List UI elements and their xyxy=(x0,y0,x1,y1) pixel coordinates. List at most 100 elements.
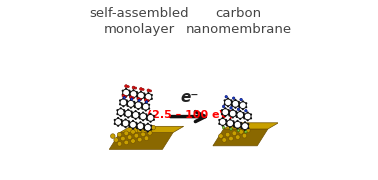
Circle shape xyxy=(247,127,249,129)
Circle shape xyxy=(240,122,242,124)
Circle shape xyxy=(140,98,142,100)
Circle shape xyxy=(123,96,125,99)
Polygon shape xyxy=(122,119,129,127)
Polygon shape xyxy=(222,108,229,116)
Circle shape xyxy=(143,127,145,129)
Circle shape xyxy=(139,113,141,116)
Circle shape xyxy=(243,116,245,118)
Polygon shape xyxy=(118,108,124,116)
Circle shape xyxy=(130,99,132,101)
Circle shape xyxy=(250,117,252,119)
Circle shape xyxy=(229,136,233,141)
Circle shape xyxy=(136,96,139,98)
Circle shape xyxy=(243,117,245,119)
Circle shape xyxy=(129,96,132,99)
Circle shape xyxy=(134,133,139,138)
Circle shape xyxy=(145,109,147,112)
Text: e⁻: e⁻ xyxy=(181,90,199,105)
Polygon shape xyxy=(130,121,136,129)
Circle shape xyxy=(129,126,131,128)
Circle shape xyxy=(222,125,224,127)
Circle shape xyxy=(146,117,147,119)
Polygon shape xyxy=(143,103,149,111)
Circle shape xyxy=(239,106,240,108)
Circle shape xyxy=(230,103,232,105)
Circle shape xyxy=(132,128,134,130)
Circle shape xyxy=(238,105,240,107)
Circle shape xyxy=(121,123,122,125)
Polygon shape xyxy=(240,101,246,109)
Circle shape xyxy=(140,91,142,93)
Circle shape xyxy=(146,115,148,117)
Circle shape xyxy=(240,127,243,129)
Text: carbon: carbon xyxy=(215,7,262,20)
Circle shape xyxy=(242,100,244,102)
Circle shape xyxy=(147,92,149,94)
Circle shape xyxy=(146,113,147,116)
Circle shape xyxy=(126,103,128,105)
Circle shape xyxy=(151,125,155,130)
Circle shape xyxy=(225,132,230,137)
Circle shape xyxy=(138,116,140,118)
Circle shape xyxy=(138,99,141,102)
Circle shape xyxy=(246,128,250,133)
Circle shape xyxy=(237,120,239,122)
Circle shape xyxy=(232,97,235,99)
Circle shape xyxy=(120,107,122,109)
Circle shape xyxy=(244,121,246,123)
Circle shape xyxy=(141,132,146,137)
Circle shape xyxy=(119,103,121,105)
Circle shape xyxy=(116,109,118,111)
Circle shape xyxy=(225,119,227,121)
Circle shape xyxy=(124,140,129,145)
Circle shape xyxy=(132,97,135,99)
Circle shape xyxy=(245,130,247,133)
Circle shape xyxy=(139,87,143,90)
Circle shape xyxy=(117,142,122,146)
Circle shape xyxy=(147,130,149,132)
Circle shape xyxy=(144,99,147,102)
Circle shape xyxy=(232,124,235,126)
Circle shape xyxy=(138,128,142,133)
Polygon shape xyxy=(120,126,184,132)
Circle shape xyxy=(229,126,231,128)
Circle shape xyxy=(230,128,232,130)
Text: self-assembled: self-assembled xyxy=(90,7,189,20)
Circle shape xyxy=(137,97,140,100)
Circle shape xyxy=(128,120,130,122)
Polygon shape xyxy=(223,123,279,129)
Polygon shape xyxy=(147,114,154,122)
Circle shape xyxy=(126,99,128,102)
Circle shape xyxy=(146,101,148,103)
Circle shape xyxy=(125,85,127,87)
Circle shape xyxy=(235,111,237,113)
Circle shape xyxy=(136,95,138,97)
Circle shape xyxy=(131,130,135,134)
Circle shape xyxy=(132,89,135,91)
Circle shape xyxy=(149,90,152,92)
Circle shape xyxy=(233,122,235,124)
Circle shape xyxy=(141,102,143,104)
Circle shape xyxy=(122,94,125,97)
Circle shape xyxy=(236,112,238,114)
Polygon shape xyxy=(144,124,151,131)
Circle shape xyxy=(131,139,135,143)
Circle shape xyxy=(239,130,243,134)
Circle shape xyxy=(228,111,231,113)
Circle shape xyxy=(135,122,138,124)
Circle shape xyxy=(132,86,135,89)
Circle shape xyxy=(129,122,131,124)
Circle shape xyxy=(114,123,116,125)
Circle shape xyxy=(122,97,124,100)
Circle shape xyxy=(116,113,118,115)
Circle shape xyxy=(117,132,122,137)
Circle shape xyxy=(247,123,249,125)
Circle shape xyxy=(121,136,125,141)
Circle shape xyxy=(246,111,249,114)
Circle shape xyxy=(144,127,149,131)
Circle shape xyxy=(124,95,127,97)
Circle shape xyxy=(130,111,133,113)
Circle shape xyxy=(144,136,149,141)
Circle shape xyxy=(122,90,124,92)
Circle shape xyxy=(138,112,140,114)
